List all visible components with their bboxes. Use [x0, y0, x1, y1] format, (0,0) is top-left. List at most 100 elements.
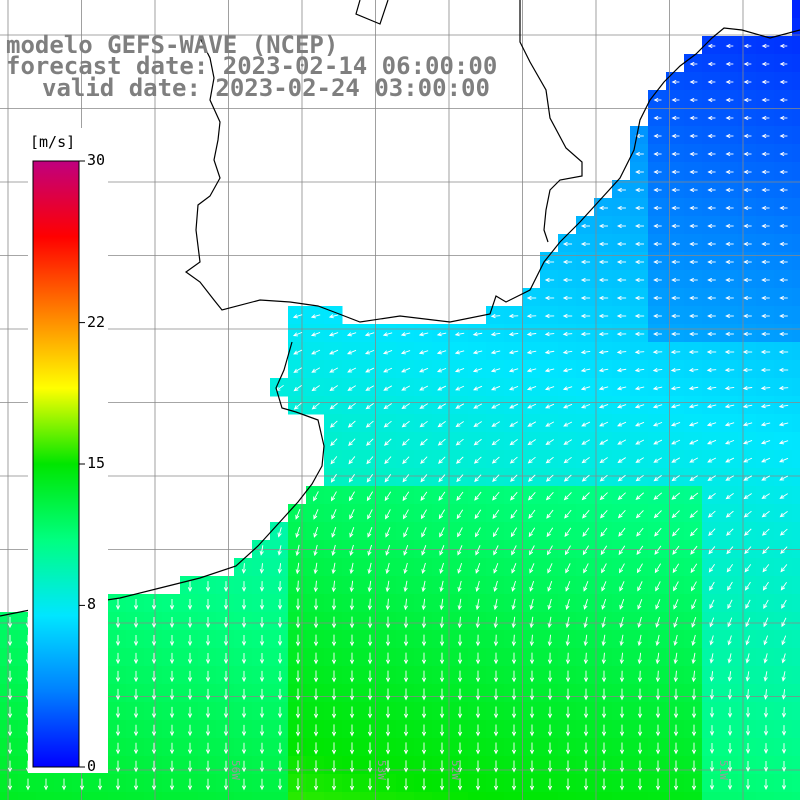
- wind-arrow: [455, 403, 465, 409]
- ocean-cell: [684, 486, 703, 505]
- ocean-cell: [540, 666, 559, 685]
- wind-arrow: [636, 545, 644, 555]
- wind-arrow: [472, 368, 483, 373]
- wind-arrow: [763, 689, 768, 700]
- wind-arrow: [259, 688, 265, 701]
- ocean-cell: [360, 774, 379, 793]
- wind-arrow: [618, 545, 626, 556]
- ocean-cell: [522, 684, 541, 703]
- ocean-cell: [522, 414, 541, 433]
- ocean-cell: [468, 792, 487, 800]
- ocean-cell: [522, 432, 541, 451]
- ocean-cell: [576, 774, 595, 793]
- ocean-cell: [450, 342, 469, 361]
- ocean-cell: [540, 324, 559, 343]
- wind-arrow: [7, 742, 13, 755]
- wind-arrow: [421, 527, 427, 538]
- wind-arrow: [259, 599, 265, 610]
- wind-arrow: [707, 43, 716, 49]
- wind-arrow: [133, 706, 139, 719]
- ocean-cell: [288, 738, 307, 757]
- ocean-cell: [432, 378, 451, 397]
- wind-arrow: [241, 670, 247, 683]
- wind-arrow: [331, 491, 337, 502]
- wind-arrow: [689, 510, 698, 519]
- lon-label: 56W: [229, 760, 242, 780]
- wind-arrow: [457, 562, 463, 574]
- ocean-cell: [306, 648, 325, 667]
- ocean-cell: [720, 270, 739, 289]
- ocean-cell: [684, 432, 703, 451]
- wind-arrow: [689, 277, 698, 283]
- ocean-cell: [720, 630, 739, 649]
- ocean-cell: [666, 108, 685, 127]
- wind-arrow: [673, 652, 678, 665]
- ocean-cell: [396, 342, 415, 361]
- ocean-cell: [288, 720, 307, 739]
- wind-arrow: [653, 313, 662, 319]
- wind-arrow: [259, 635, 265, 647]
- wind-arrow: [313, 760, 319, 773]
- ocean-cell: [270, 576, 289, 595]
- wind-arrow: [508, 350, 519, 355]
- wind-arrow: [241, 599, 247, 610]
- ocean-cell: [720, 774, 739, 793]
- wind-arrow: [277, 706, 283, 719]
- wind-arrow: [562, 368, 573, 373]
- wind-arrow: [707, 223, 716, 229]
- ocean-cell: [684, 270, 703, 289]
- ocean-cell: [756, 306, 775, 325]
- ocean-cell: [720, 342, 739, 361]
- wind-arrow: [599, 205, 608, 211]
- ocean-cell: [558, 702, 577, 721]
- wind-arrow: [653, 241, 662, 247]
- ocean-cell: [126, 738, 145, 757]
- ocean-cell: [774, 342, 793, 361]
- ocean-cell: [522, 468, 541, 487]
- ocean-cell: [702, 414, 721, 433]
- ocean-cell: [630, 252, 649, 271]
- ocean-cell: [666, 594, 685, 613]
- ocean-cell: [108, 792, 127, 800]
- ocean-cell: [576, 306, 595, 325]
- wind-arrow: [545, 421, 555, 427]
- wind-arrow: [745, 671, 750, 682]
- wind-arrow: [115, 742, 121, 755]
- ocean-cell: [774, 108, 793, 127]
- wind-arrow: [671, 527, 680, 537]
- ocean-cell: [774, 630, 793, 649]
- wind-arrow: [439, 760, 445, 773]
- ocean-cell: [594, 504, 613, 523]
- ocean-cell: [342, 378, 361, 397]
- wind-arrow: [707, 457, 717, 463]
- wind-arrow: [527, 456, 536, 464]
- wind-arrow: [565, 688, 571, 701]
- ocean-cell: [324, 504, 343, 523]
- wind-arrow: [544, 259, 555, 265]
- wind-arrow: [778, 385, 789, 391]
- ocean-cell: [432, 396, 451, 415]
- wind-arrow: [133, 760, 139, 773]
- wind-arrow: [743, 115, 752, 121]
- wind-arrow: [653, 259, 662, 265]
- ocean-cell: [504, 648, 523, 667]
- wind-arrow: [689, 295, 698, 301]
- ocean-cell: [414, 522, 433, 541]
- wind-arrow: [709, 761, 715, 773]
- wind-arrow: [725, 169, 734, 175]
- ocean-cell: [108, 756, 127, 775]
- wind-arrow: [598, 349, 609, 355]
- ocean-cell: [702, 216, 721, 235]
- wind-arrow: [490, 350, 501, 355]
- ocean-cell: [594, 774, 613, 793]
- ocean-cell: [180, 576, 199, 595]
- ocean-cell: [648, 324, 667, 343]
- ocean-cell: [702, 738, 721, 757]
- wind-arrow: [743, 79, 752, 85]
- wind-arrow: [634, 404, 645, 409]
- wind-arrow: [223, 778, 229, 791]
- wind-arrow: [583, 760, 589, 773]
- wind-arrow: [637, 599, 643, 610]
- ocean-cell: [738, 198, 757, 217]
- wind-arrow: [61, 778, 67, 791]
